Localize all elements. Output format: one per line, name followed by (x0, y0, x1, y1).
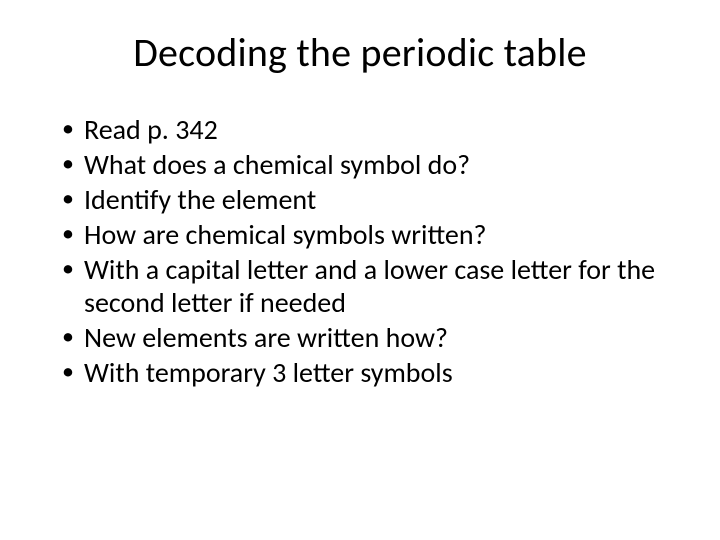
bullet-list: Read p. 342 What does a chemical symbol … (40, 113, 680, 391)
slide-title: Decoding the periodic table (40, 28, 680, 77)
list-item: Identify the element (62, 183, 680, 216)
list-item: Read p. 342 (62, 113, 680, 146)
list-item: With a capital letter and a lower case l… (62, 253, 680, 319)
list-item: How are chemical symbols written? (62, 218, 680, 251)
list-item: New elements are written how? (62, 321, 680, 354)
list-item: What does a chemical symbol do? (62, 148, 680, 181)
list-item: With temporary 3 letter symbols (62, 356, 680, 389)
slide: Decoding the periodic table Read p. 342 … (0, 0, 720, 540)
